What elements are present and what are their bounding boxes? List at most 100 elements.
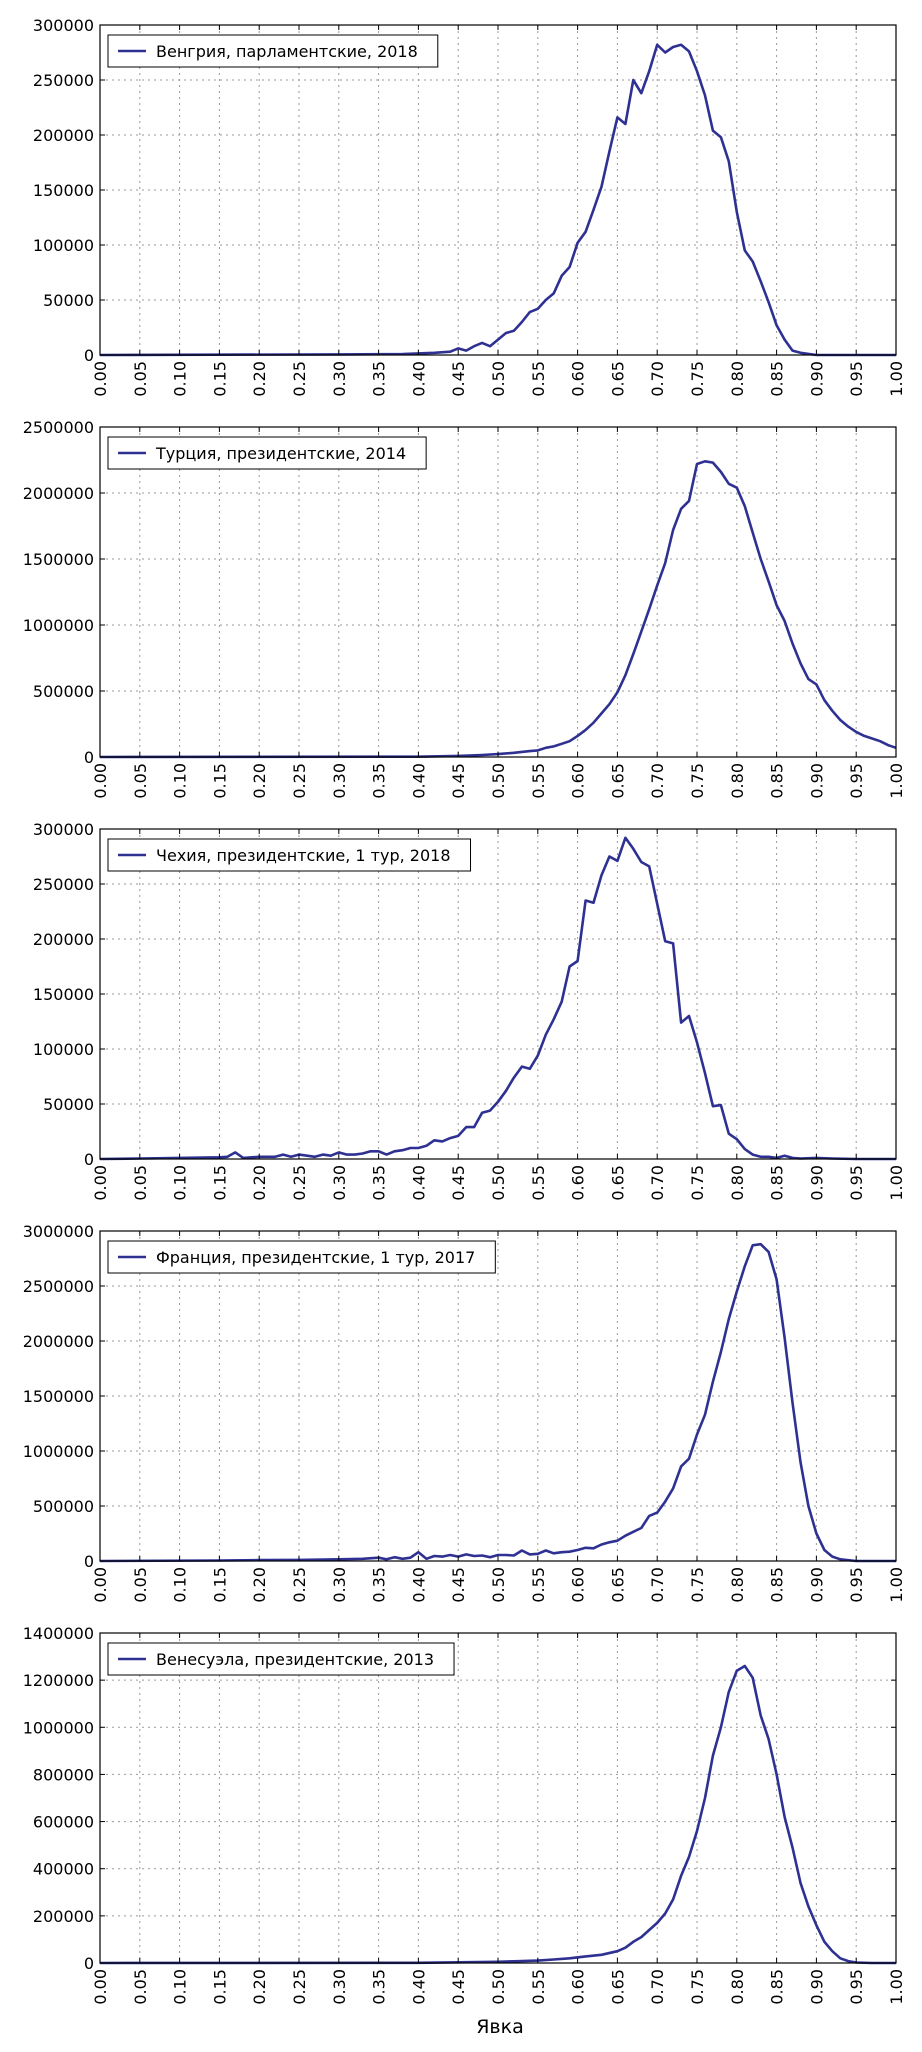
chart-2-xtick-label-15: 0.75	[688, 763, 707, 799]
chart-2-legend-box	[107, 436, 427, 470]
chart-4-xtick-label-13: 0.65	[608, 1567, 627, 1603]
chart-3-xtick-label-11: 0.55	[529, 1165, 548, 1201]
chart-1-xtick-label-20: 1.00	[887, 361, 906, 397]
chart-3-ytick-label-4: 200000	[33, 930, 94, 949]
chart-4-xtick-label-11: 0.55	[529, 1567, 548, 1603]
chart-2-xtick-label-7: 0.35	[370, 763, 389, 799]
chart-3-xtick-label-19: 0.95	[847, 1165, 866, 1201]
chart-1-xtick-label-6: 0.30	[330, 361, 349, 397]
chart-1-xtick-label-10: 0.50	[489, 361, 508, 397]
chart-4-xtick-label-19: 0.95	[847, 1567, 866, 1603]
chart-2-ytick-label-3: 1500000	[23, 550, 94, 569]
chart-4-xtick-label-15: 0.75	[688, 1567, 707, 1603]
chart-2-legend-label: Турция, президентские, 2014	[155, 444, 406, 463]
chart-5-series-line	[99, 1664, 896, 1965]
chart-5-xtick-label-6: 0.30	[330, 1969, 349, 2005]
chart-1-xtick-label-18: 0.90	[807, 361, 826, 397]
chart-3-legend-box	[107, 838, 472, 872]
chart-5-xtick-label-3: 0.15	[210, 1969, 229, 2005]
chart-2-xtick-label-3: 0.15	[210, 763, 229, 799]
chart-5-ytick-label-4: 800000	[33, 1765, 94, 1784]
chart-5-xtick-label-1: 0.05	[131, 1969, 150, 2005]
chart-1-xtick-label-7: 0.35	[370, 361, 389, 397]
chart-1-ytick-label-4: 200000	[33, 126, 94, 145]
chart-4-ytick-label-4: 2000000	[23, 1332, 94, 1351]
chart-3-xtick-label-15: 0.75	[688, 1165, 707, 1201]
chart-2-series-line	[99, 460, 897, 759]
chart-2-ytick-label-2: 1000000	[23, 616, 94, 635]
chart-3-ytick-label-6: 300000	[33, 820, 94, 839]
chart-5-ytick-label-1: 200000	[33, 1907, 94, 1926]
chart-5-xtick-label-14: 0.70	[648, 1969, 667, 2005]
chart-1-xtick-label-12: 0.60	[569, 361, 588, 397]
chart-1-legend-label: Венгрия, парламентские, 2018	[156, 42, 418, 61]
chart-1-ytick-label-3: 150000	[33, 181, 94, 200]
chart-4-xtick-label-14: 0.70	[648, 1567, 667, 1603]
chart-1-xtick-label-1: 0.05	[131, 361, 150, 397]
chart-5-xtick-label-2: 0.10	[171, 1969, 190, 2005]
chart-2-xtick-label-10: 0.50	[489, 763, 508, 799]
chart-5-xtick-label-13: 0.65	[608, 1969, 627, 2005]
chart-5-xtick-label-11: 0.55	[529, 1969, 548, 2005]
chart-3-xtick-label-6: 0.30	[330, 1165, 349, 1201]
chart-2-ytick-label-0: 0	[84, 748, 94, 767]
chart-5-xtick-label-15: 0.75	[688, 1969, 707, 2005]
chart-2-ytick-label-4: 2000000	[23, 484, 94, 503]
chart-1-xtick-label-15: 0.75	[688, 361, 707, 397]
chart-3-ytick-label-3: 150000	[33, 985, 94, 1004]
chart-2-xtick-label-12: 0.60	[569, 763, 588, 799]
chart-3-xtick-label-12: 0.60	[569, 1165, 588, 1201]
chart-4-xtick-label-2: 0.10	[171, 1567, 190, 1603]
chart-2-xtick-label-5: 0.25	[290, 763, 309, 799]
chart-4-xtick-label-18: 0.90	[807, 1567, 826, 1603]
chart-5-ytick-label-3: 600000	[33, 1813, 94, 1832]
chart-4-xtick-label-12: 0.60	[569, 1567, 588, 1603]
chart-1-xtick-label-11: 0.55	[529, 361, 548, 397]
chart-5-xtick-label-7: 0.35	[370, 1969, 389, 2005]
chart-4-xtick-label-6: 0.30	[330, 1567, 349, 1603]
chart-4-ytick-label-1: 500000	[33, 1497, 94, 1516]
chart-1-xtick-label-4: 0.20	[250, 361, 269, 397]
chart-5-xtick-label-9: 0.45	[449, 1969, 468, 2005]
chart-5-xtick-label-10: 0.50	[489, 1969, 508, 2005]
chart-4-ytick-label-5: 2500000	[23, 1277, 94, 1296]
chart-1-xtick-label-9: 0.45	[449, 361, 468, 397]
chart-1-ytick-label-5: 250000	[33, 71, 94, 90]
chart-1-xtick-label-17: 0.85	[768, 361, 787, 397]
chart-2-xtick-label-17: 0.85	[768, 763, 787, 799]
chart-4-legend-box	[107, 1240, 496, 1274]
chart-5-ytick-label-5: 1000000	[23, 1718, 94, 1737]
chart-2-xtick-label-9: 0.45	[449, 763, 468, 799]
chart-5-xtick-label-5: 0.25	[290, 1969, 309, 2005]
chart-5-xtick-label-19: 0.95	[847, 1969, 866, 2005]
chart-3-xtick-label-17: 0.85	[768, 1165, 787, 1201]
chart-3-xtick-label-0: 0.00	[91, 1165, 110, 1201]
chart-3-xtick-label-1: 0.05	[131, 1165, 150, 1201]
chart-4-xtick-label-4: 0.20	[250, 1567, 269, 1603]
chart-2-xtick-label-4: 0.20	[250, 763, 269, 799]
chart-4-xtick-label-3: 0.15	[210, 1567, 229, 1603]
chart-4-series-line	[99, 1242, 896, 1563]
chart-1-xtick-label-16: 0.80	[728, 361, 747, 397]
chart-2-xtick-label-18: 0.90	[807, 763, 826, 799]
chart-5-ytick-label-6: 1200000	[23, 1671, 94, 1690]
chart-2-xtick-label-19: 0.95	[847, 763, 866, 799]
chart-3-xtick-label-18: 0.90	[807, 1165, 826, 1201]
chart-3-ytick-label-1: 50000	[43, 1095, 94, 1114]
chart-3-legend-label: Чехия, президентские, 1 тур, 2018	[156, 846, 451, 865]
chart-4-xtick-label-9: 0.45	[449, 1567, 468, 1603]
chart-4-ytick-label-3: 1500000	[23, 1387, 94, 1406]
chart-3-xtick-label-10: 0.50	[489, 1165, 508, 1201]
chart-3-xtick-label-7: 0.35	[370, 1165, 389, 1201]
chart-5-xtick-label-12: 0.60	[569, 1969, 588, 2005]
chart-2-xtick-label-6: 0.30	[330, 763, 349, 799]
chart-3-xtick-label-20: 1.00	[887, 1165, 906, 1201]
chart-5-xtick-label-18: 0.90	[807, 1969, 826, 2005]
chart-5-xtick-label-16: 0.80	[728, 1969, 747, 2005]
chart-2-xtick-label-13: 0.65	[608, 763, 627, 799]
chart-5-legend-box	[107, 1642, 455, 1676]
chart-2-ytick-label-5: 2500000	[23, 418, 94, 437]
chart-5-xtick-label-17: 0.85	[768, 1969, 787, 2005]
